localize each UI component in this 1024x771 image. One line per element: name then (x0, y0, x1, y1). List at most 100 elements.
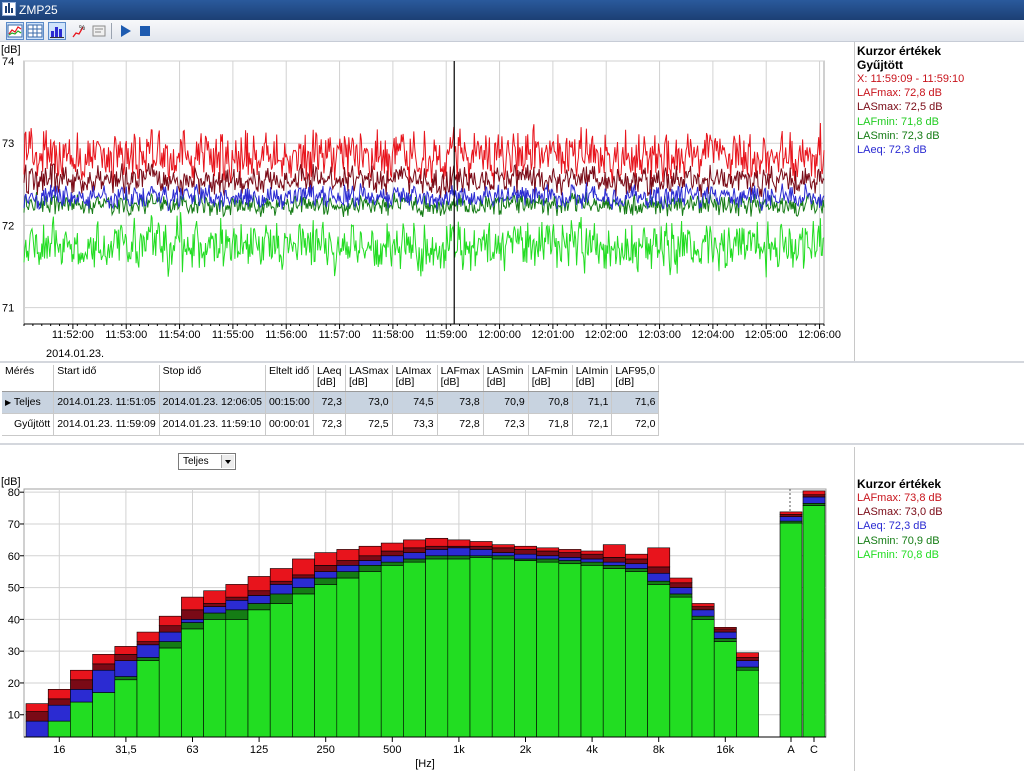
bar-laeq (269, 584, 293, 595)
y-tick-label: 73 (2, 138, 14, 150)
spectrum-chart[interactable]: 10 20 30 40 50 60 70 80[dB] 16 31,5 63 125 250 500 1k 2… (0, 447, 856, 771)
col-header-lafmin[interactable]: LAFmin [dB] (528, 365, 573, 392)
cell-elapsed: 00:00:01 (265, 413, 314, 436)
bar-lafmax (136, 631, 160, 642)
col-header-elapsed[interactable]: Eltelt idő (265, 365, 314, 392)
bar-lafmin (736, 669, 759, 738)
col-header-meres[interactable]: Mérés (2, 365, 55, 392)
table-row[interactable]: Gyűjtött 2014.01.23. 11:59:09 2014.01.23… (2, 413, 660, 436)
bar-lafmax (269, 568, 293, 582)
window-title: ZMP25 (19, 3, 58, 17)
bar-laeq (713, 631, 737, 639)
col-header-laimin[interactable]: LAImin [dB] (572, 365, 613, 392)
bar-lasmin (181, 622, 204, 630)
report-icon (92, 25, 106, 37)
bar-lasmin (691, 615, 715, 620)
bar-laeq (158, 631, 182, 642)
bar-lafmin (380, 565, 404, 738)
spectrum-source-value: Teljes (183, 456, 209, 467)
bar-lasmin (602, 565, 626, 569)
col-header-lasmax[interactable]: LASmax [dB] (345, 365, 393, 392)
time-history-chart[interactable]: 71 72 73 74 11:52:00 11:53:00 11:54:00 11:55:00… (0, 42, 856, 361)
bar-lafmax (580, 550, 604, 555)
bar-laeq (336, 565, 360, 572)
col-header-laeq[interactable]: LAeq [dB] (313, 365, 346, 392)
col-header-stop[interactable]: Stop idő (159, 365, 266, 392)
spectrum-source-select[interactable]: Teljes (178, 453, 236, 470)
chevron-down-icon[interactable] (221, 455, 234, 468)
time-chart-icon (7, 24, 23, 38)
bar-lafmax (425, 537, 449, 547)
bar-lasmin (203, 612, 227, 620)
bar-lasmax (114, 654, 138, 661)
x-tick-label: 11:52:00 (52, 329, 94, 341)
bar-lasmax (491, 547, 515, 553)
bar-lafmax (602, 544, 626, 558)
bar-lafmax (713, 627, 737, 630)
percentile-chart-button[interactable]: % (70, 22, 88, 40)
bar-lafmin (713, 641, 737, 738)
bar-lasmax (691, 606, 715, 611)
x-tick-label: 8k (653, 744, 665, 756)
play-icon (121, 25, 131, 37)
bar-lafmin (802, 505, 826, 738)
col-header-lafmax[interactable]: LAFmax [dB] (437, 365, 484, 392)
bar-lafmax (447, 539, 471, 547)
x-tick-label: 12:00:00 (478, 329, 521, 341)
bar-lasmax (47, 698, 71, 706)
cell-lasmax: 73,0 (345, 391, 393, 414)
cell-lafmin: 71,8 (528, 413, 573, 436)
table-row[interactable]: ▶ Teljes 2014.01.23. 11:51:05 2014.01.23… (2, 391, 660, 414)
bar-laeq (203, 606, 227, 614)
bar-lafmin (625, 571, 648, 738)
bar-laeq (380, 555, 404, 563)
stop-button[interactable] (136, 22, 154, 40)
play-button[interactable] (116, 22, 134, 40)
y-tick-label: 10 (8, 710, 20, 722)
bar-lasmax (779, 514, 803, 517)
table-chart-icon (27, 24, 43, 38)
bar-lafmin (136, 660, 160, 738)
bar-laeq (647, 572, 671, 582)
spectrum-chart-button[interactable] (48, 22, 66, 40)
col-header-laf95[interactable]: LAF95,0 [dB] (611, 365, 660, 392)
bar-lasmax (625, 558, 648, 565)
bar-lafmin (536, 561, 560, 738)
legend-item-cursor-time: X: 11:59:09 - 11:59:10 (857, 73, 965, 85)
bar-lafmax (92, 654, 116, 665)
bar-lasmax (647, 566, 671, 574)
bar-lasmin (536, 558, 560, 563)
time-chart-button[interactable] (6, 22, 24, 40)
bar-lafmin (691, 619, 715, 738)
legend-subtitle: Gyűjtött (857, 58, 903, 72)
y-tick-label: 40 (8, 614, 20, 626)
spectrum-chart-icon (50, 27, 64, 38)
bar-lafmin (336, 577, 360, 738)
bar-laeq (736, 660, 759, 668)
x-tick-label: 16 (53, 744, 65, 756)
report-button[interactable] (90, 22, 108, 40)
bar-lasmin (336, 571, 360, 579)
legend-item-lafmax: LAFmax: 73,8 dB (857, 492, 942, 504)
bar-lafmax (25, 703, 49, 712)
y-tick-label: 30 (8, 646, 20, 658)
bar-laeq (425, 549, 449, 557)
bar-lasmax (292, 574, 315, 579)
bar-lafmin (580, 565, 604, 738)
bar-lasmax (247, 590, 271, 596)
col-header-laimax[interactable]: LAImax [dB] (392, 365, 438, 392)
bar-lafmin (225, 619, 249, 738)
table-chart-button[interactable] (26, 22, 44, 40)
cell-start: 2014.01.23. 11:59:09 (53, 413, 160, 436)
cell-laf95: 71,6 (611, 391, 660, 414)
col-header-start[interactable]: Start idő (53, 365, 160, 392)
x-tick-label: 11:54:00 (159, 329, 201, 341)
bar-lafmin (47, 720, 71, 738)
x-tick-label: 11:56:00 (265, 329, 307, 341)
cell-start: 2014.01.23. 11:51:05 (53, 391, 160, 414)
legend-title: Kurzor értékek (857, 477, 942, 491)
series-line-lafmin (23, 212, 825, 278)
col-header-lasmin[interactable]: LASmin [dB] (483, 365, 529, 392)
bar-laeq (447, 547, 471, 557)
bar-lafmin (514, 560, 537, 738)
